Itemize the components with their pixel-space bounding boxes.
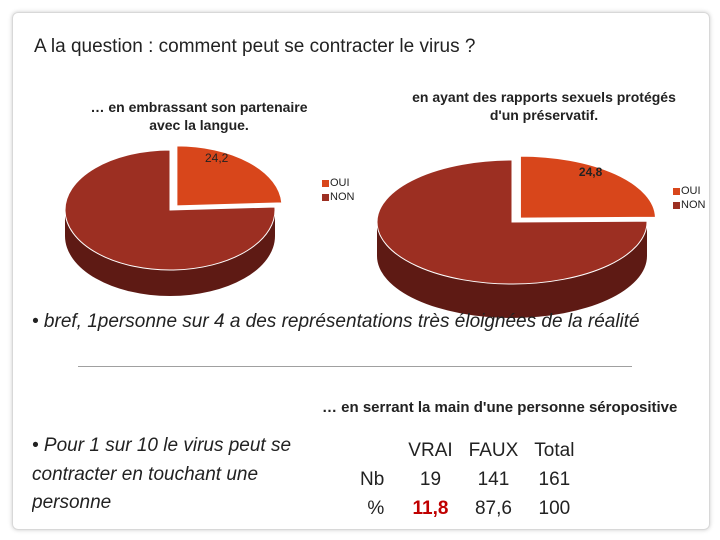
table-row-label: %	[367, 497, 385, 519]
table-row: % 11,8 87,6 100	[352, 494, 582, 523]
pie-charts: 24,2 24,8	[64, 145, 656, 318]
table-header-cell: Total	[534, 439, 575, 461]
legend-swatch-oui	[673, 187, 680, 195]
table-header-cell: VRAI	[408, 439, 453, 461]
pie-slice-oui	[519, 155, 656, 219]
pie-data-label: 24,2	[205, 151, 229, 165]
chart-2-title: en ayant des rapports sexuels protégés d…	[412, 89, 676, 124]
legend-item-oui: OUI	[322, 176, 354, 190]
pie-chart-1: 24,2	[64, 145, 283, 296]
chart-1-title: … en embrassant son partenaire avec la l…	[90, 99, 308, 134]
pie-side-non	[65, 210, 275, 296]
table-cell: 141	[477, 468, 510, 490]
legend-label-non: NON	[330, 191, 355, 203]
table-caption: … en serrant la main d'une personne séro…	[322, 399, 678, 416]
pie-slice-non	[376, 159, 648, 285]
results-table: VRAI FAUX Total Nb 19 141 161 % 11,8 87,…	[352, 436, 582, 523]
bullet-touch: • Pour 1 sur 10 le virus peut se contrac…	[32, 435, 292, 513]
table-cell: 19	[419, 468, 442, 490]
table-cell: 87,6	[474, 497, 512, 519]
table-cell: 100	[538, 497, 571, 519]
pie-slice-oui	[176, 145, 283, 207]
pie-slice-non	[64, 149, 276, 271]
legend-item-non: NON	[322, 190, 354, 204]
legend-item-non: NON	[673, 198, 705, 212]
legend-swatch-oui	[322, 179, 329, 187]
legend-swatch-non	[322, 193, 329, 201]
table-header-row: VRAI FAUX Total	[352, 436, 582, 465]
pie-chart-2: 24,8	[376, 155, 656, 318]
table-row: Nb 19 141 161	[352, 465, 582, 494]
slide-title: A la question : comment peut se contract…	[34, 36, 476, 57]
bullet-summary: • bref, 1personne sur 4 a des représenta…	[32, 311, 640, 332]
legend-swatch-non	[673, 201, 680, 209]
legend-item-oui: OUI	[673, 184, 705, 198]
table-row-label: Nb	[360, 468, 385, 490]
chart-2-legend: OUI NON	[673, 184, 705, 212]
table-header-cell	[352, 436, 400, 465]
table-header-cell: FAUX	[468, 439, 519, 461]
pie-side-non	[377, 222, 647, 318]
slide-frame	[12, 12, 710, 530]
legend-label-oui: OUI	[330, 177, 350, 189]
divider	[78, 366, 632, 367]
legend-label-non: NON	[681, 199, 706, 211]
chart-1-legend: OUI NON	[322, 176, 354, 204]
pie-data-label: 24,8	[579, 165, 603, 179]
legend-label-oui: OUI	[681, 185, 701, 197]
table-cell-highlight: 11,8	[412, 497, 449, 519]
table-cell: 161	[538, 468, 571, 490]
